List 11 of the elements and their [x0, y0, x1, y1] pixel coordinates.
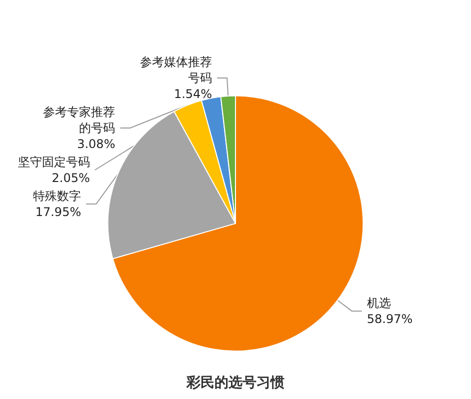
slice-label: 特殊数字 [33, 189, 82, 204]
text: 彩民的选号习惯 [186, 375, 284, 391]
slice-label: 坚守固定号码 [18, 155, 90, 170]
slice-label: 参考媒体推荐号码 [140, 55, 212, 86]
slice-label: 参考专家推荐的号码 [43, 105, 116, 136]
data-label: 17.95% [35, 205, 82, 220]
slice-label: 机选 [366, 296, 391, 310]
data-label: 58.97% [366, 312, 413, 326]
data-label: 3.08% [77, 137, 116, 152]
data-label: 1.54% [174, 87, 212, 102]
data-label: 2.05% [52, 171, 90, 186]
